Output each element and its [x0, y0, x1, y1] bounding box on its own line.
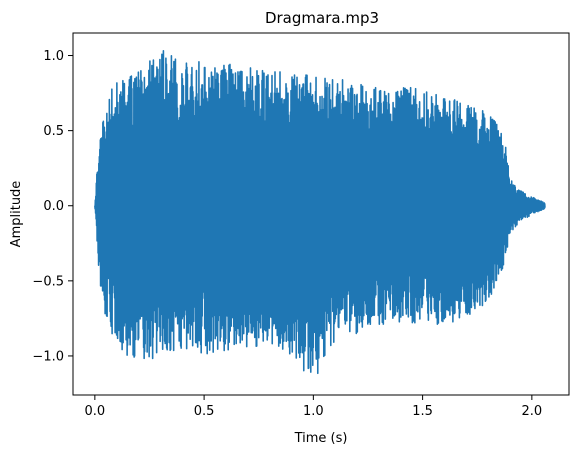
amplitude-line: [94, 49, 546, 375]
chart-title: Dragmara.mp3: [265, 9, 379, 27]
waveform-series: [94, 49, 546, 375]
x-tick-label: 1.0: [303, 404, 324, 419]
x-tick-label: 2.0: [522, 404, 543, 419]
x-axis: 0.0 0.5 1.0 1.5 2.0: [85, 395, 543, 419]
y-axis-label: Amplitude: [9, 181, 24, 248]
x-tick-label: 1.5: [412, 404, 433, 419]
y-tick-label: −0.5: [32, 274, 64, 289]
y-tick-label: −1.0: [32, 349, 64, 364]
y-axis: −1.0 −0.5 0.0 0.5 1.0: [32, 49, 73, 364]
y-tick-label: 1.0: [43, 49, 64, 64]
y-tick-label: 0.5: [43, 124, 64, 139]
y-tick-label: 0.0: [43, 199, 64, 214]
plot-frame: [72, 32, 570, 396]
x-axis-label: Time (s): [294, 431, 348, 446]
x-tick-label: 0.0: [85, 404, 106, 419]
x-tick-label: 0.5: [194, 404, 215, 419]
